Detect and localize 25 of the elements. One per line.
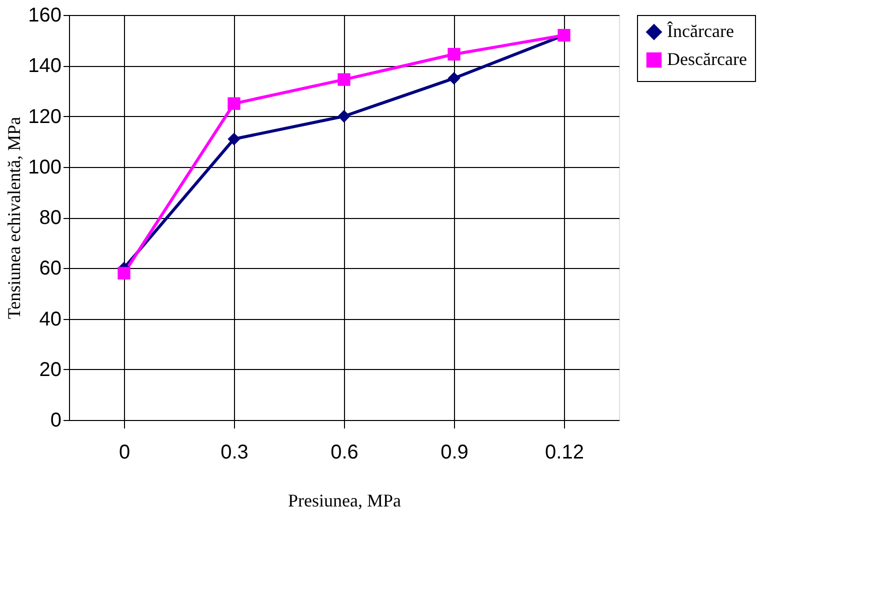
legend-label: Încărcare [667,21,734,41]
y-tick-label: 80 [39,207,62,229]
x-tick-label: 0 [118,442,130,464]
x-tick-label: 0.12 [545,442,584,464]
point [228,132,240,146]
point [118,266,130,280]
y-tick-label: 40 [39,308,62,330]
y-tick-label: 0 [50,410,62,432]
y-tick-label: 100 [28,156,62,178]
y-axis-title: Tensiunea echivalentă, MPa [4,116,24,320]
point [448,72,460,85]
x-tick-label: 0.3 [220,442,248,464]
y-tick-label: 120 [28,106,62,128]
x-tick-label: 0.9 [440,442,468,464]
x-axis-title: Presiunea, MPa [288,490,401,510]
y-tick-label: 160 [28,4,62,26]
legend-label: Descărcare [667,49,747,69]
x-tick-label: 0.6 [330,442,358,464]
y-tick-label: 60 [39,258,62,280]
point [338,110,350,123]
y-tick-label: 20 [39,358,62,381]
y-tick-label: 140 [28,55,62,78]
point [338,73,350,86]
point [448,48,460,61]
point [228,97,240,110]
